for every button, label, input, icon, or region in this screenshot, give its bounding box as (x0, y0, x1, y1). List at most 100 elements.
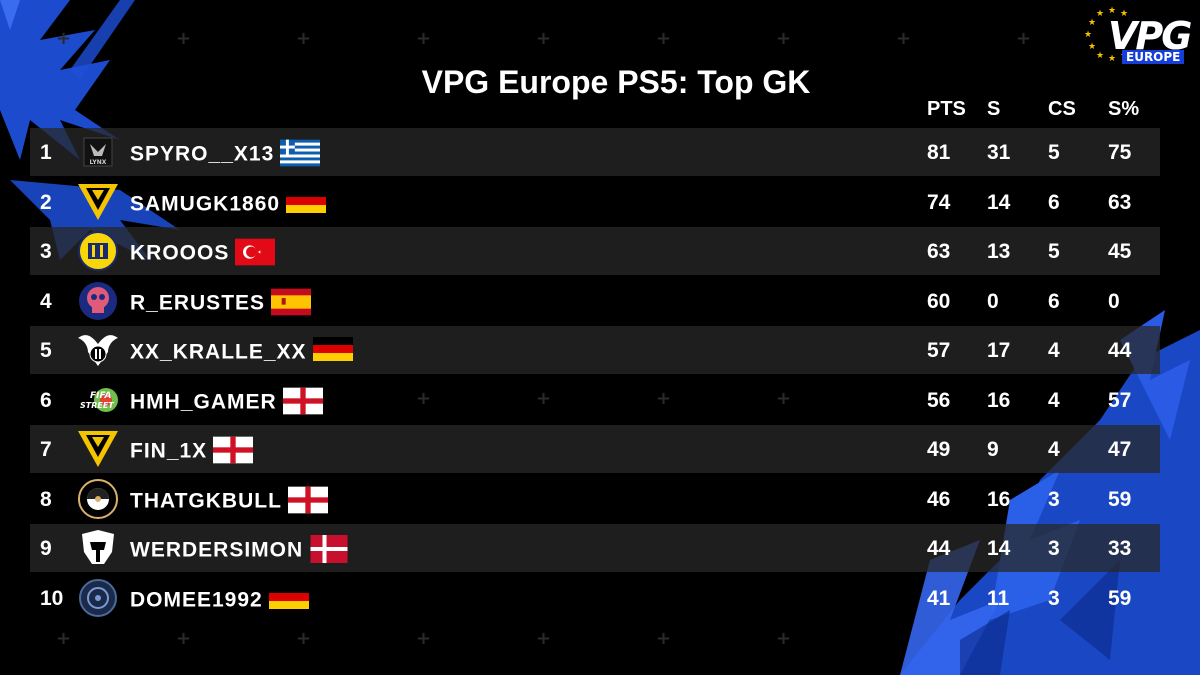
clean-sheets-cell: 4 (1048, 339, 1060, 362)
player-name-text: WERDERSIMON (130, 538, 304, 562)
grid-plus: + (296, 628, 312, 649)
grid-plus: + (776, 628, 792, 649)
flag-england-icon (282, 387, 323, 415)
pts-cell: 81 (927, 141, 951, 164)
pts-cell: 41 (927, 586, 951, 610)
yellow-v-badge (76, 429, 120, 469)
grid-plus: + (896, 28, 912, 49)
spartan-helmet-badge (76, 528, 120, 568)
grid-plus: + (536, 28, 552, 49)
player-name: XX_KRALLE_XX (130, 337, 353, 367)
pts-cell: 63 (927, 240, 951, 263)
saves-cell: 16 (987, 388, 1011, 412)
player-name: DOMEE1992 (130, 584, 309, 615)
pts-cell: 60 (927, 289, 951, 313)
grid-plus: + (56, 28, 72, 49)
grid-plus: + (176, 28, 192, 49)
svg-text:LYNX: LYNX (90, 159, 107, 166)
clean-sheets-cell: 3 (1048, 487, 1060, 511)
saves-cell: 11 (987, 586, 1010, 610)
clean-sheets-cell: 4 (1048, 388, 1060, 412)
saves-cell: 17 (987, 339, 1011, 362)
saves-cell: 13 (987, 240, 1011, 263)
pts-cell: 49 (927, 438, 951, 461)
clean-sheets-cell: 4 (1048, 438, 1060, 461)
grid-plus: + (776, 28, 792, 49)
flag-spain-icon (271, 288, 312, 316)
header-cs: CS (1048, 98, 1076, 120)
grid-plus: + (776, 388, 792, 409)
player-name: R_ERUSTES (130, 288, 312, 318)
grid-plus: + (656, 388, 672, 409)
flag-germany-icon (268, 584, 309, 613)
player-name: THATGKBULL (130, 486, 328, 516)
header-pts: PTS (927, 98, 966, 120)
grid-plus: + (656, 628, 672, 649)
saves-cell: 14 (987, 190, 1011, 214)
flag-england-icon (287, 486, 328, 514)
table-header: PTS S CS S% (30, 98, 1160, 124)
besiktas-eagle-badge (76, 330, 120, 370)
player-name-text: HMH_GAMER (130, 390, 277, 414)
pts-cell: 74 (927, 190, 951, 214)
grid-plus: + (56, 628, 72, 649)
flag-england-icon (213, 436, 254, 464)
saves-cell: 9 (987, 438, 999, 461)
table-row: 7 FIN_1X 49 9 4 47 (30, 425, 1160, 473)
save-pct-cell: 0 (1108, 289, 1120, 313)
table-row: 8 THATGKBULL 46 16 3 59 (30, 475, 1160, 523)
save-pct-cell: 59 (1108, 586, 1132, 610)
ankaragucu-badge (76, 231, 120, 271)
rank-cell: 2 (40, 190, 52, 214)
rank-cell: 6 (40, 388, 52, 412)
grid-plus: + (656, 28, 672, 49)
grid-plus: + (536, 388, 552, 409)
player-name: FIN_1X (130, 436, 254, 466)
player-name: KROOOS (130, 238, 276, 268)
fifa-street-badge: FIFA STREET (76, 380, 120, 420)
rank-cell: 7 (40, 438, 52, 461)
grid-plus: + (416, 628, 432, 649)
save-pct-cell: 63 (1108, 190, 1132, 214)
header-save-pct: S% (1108, 98, 1140, 120)
player-name-text: THATGKBULL (130, 489, 282, 513)
rank-cell: 1 (40, 141, 52, 164)
player-name: WERDERSIMON (130, 535, 349, 565)
lynx-badge: LYNX (76, 132, 120, 172)
table-row: 2 SAMUGK1860 74 14 6 63 (30, 178, 1160, 226)
player-name-text: KROOOS (130, 241, 230, 265)
pts-cell: 44 (927, 537, 951, 560)
clean-sheets-cell: 3 (1048, 586, 1060, 610)
grid-plus: + (176, 628, 192, 649)
table-row: 6 FIFA STREET HMH_GAMER 56 16 4 57 (30, 376, 1160, 424)
clean-sheets-cell: 3 (1048, 537, 1060, 560)
player-name-text: SPYRO__X13 (130, 142, 275, 166)
yellow-v-badge (76, 182, 120, 222)
vpg-europe-logo: ★★ ★★ ★★ ★★ ★ VPG EUROPE (1084, 6, 1192, 68)
player-name-text: XX_KRALLE_XX (130, 340, 307, 364)
clean-sheets-cell: 6 (1048, 190, 1060, 214)
table-row: 4 R_ERUSTES 60 0 6 0 (30, 277, 1160, 325)
flag-germany-icon (312, 337, 353, 365)
save-pct-cell: 33 (1108, 537, 1132, 560)
flag-denmark-icon (309, 535, 349, 563)
table-row: 3 KROOOS 63 13 5 45 (30, 227, 1160, 275)
table-row: 5 XX_KRALLE_XX 57 17 4 44 (30, 326, 1160, 374)
saves-cell: 16 (987, 487, 1011, 511)
pts-cell: 46 (927, 487, 951, 511)
svg-text:STREET: STREET (80, 401, 114, 410)
player-name-text: R_ERUSTES (130, 291, 266, 315)
rank-cell: 5 (40, 339, 52, 362)
flag-germany-icon (286, 188, 327, 217)
player-name-text: SAMUGK1860 (130, 192, 281, 216)
header-s: S (987, 98, 1001, 120)
svg-text:FIFA: FIFA (90, 391, 111, 401)
grid-plus: + (296, 28, 312, 49)
clean-sheets-cell: 5 (1048, 240, 1060, 263)
table-row: 10 DOMEE1992 41 11 3 59 (30, 574, 1160, 622)
port-vale-badge (76, 478, 120, 519)
saves-cell: 31 (987, 141, 1011, 164)
flag-greece-icon (280, 139, 321, 167)
player-name-text: FIN_1X (130, 439, 208, 463)
save-pct-cell: 59 (1108, 487, 1132, 511)
